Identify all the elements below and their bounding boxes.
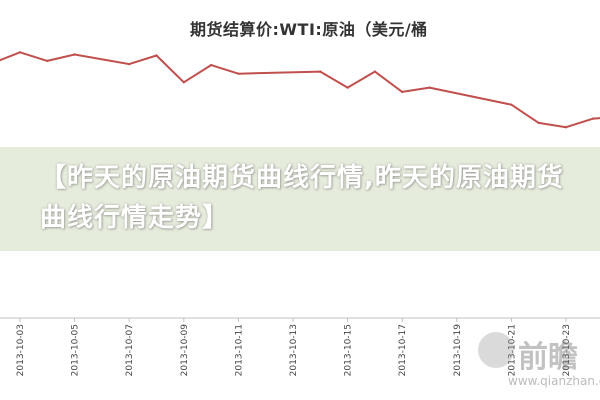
data-point bbox=[564, 126, 568, 129]
data-point bbox=[18, 51, 22, 54]
x-axis bbox=[0, 317, 600, 322]
data-point bbox=[346, 86, 349, 89]
x-tick-label: 2013-10-21 bbox=[507, 324, 517, 376]
headline-banner bbox=[0, 147, 600, 251]
x-tick-label: 2013-10-15 bbox=[344, 324, 354, 376]
price-series bbox=[0, 51, 600, 129]
headline-text[interactable]: 【昨天的原油期货曲线行情,昨天的原油期货曲线行情走势】 bbox=[40, 163, 564, 233]
data-point bbox=[209, 63, 213, 67]
data-point bbox=[237, 72, 240, 75]
x-tick-label: 2013-10-09 bbox=[180, 324, 190, 377]
data-point bbox=[155, 54, 158, 57]
data-point bbox=[537, 121, 540, 125]
data-point bbox=[510, 103, 513, 106]
x-tick-label: 2013-10-07 bbox=[125, 324, 135, 376]
x-tick-label: 2013-10-03 bbox=[16, 324, 26, 376]
data-point bbox=[401, 90, 404, 94]
x-tick-label: 2013-10-17 bbox=[398, 324, 408, 376]
data-point bbox=[46, 59, 49, 63]
x-tick-labels: 2013-10-03 2013-10-05 2013-10-07 2013-10-09… bbox=[16, 324, 572, 377]
watermark-url: www.qianzhan.com bbox=[508, 374, 600, 388]
data-point bbox=[73, 53, 76, 56]
x-tick-label: 2013-10-05 bbox=[71, 324, 81, 376]
x-tick-label: 2013-10-13 bbox=[289, 324, 299, 376]
data-point bbox=[428, 86, 431, 89]
data-point bbox=[182, 81, 185, 84]
data-point bbox=[319, 70, 322, 73]
data-point bbox=[128, 62, 131, 66]
chart-title: 期货结算价:WTI:原油（美元/桶 bbox=[190, 20, 428, 39]
x-tick-label: 2013-10-23 bbox=[562, 324, 572, 376]
watermark-name: 前瞻 bbox=[518, 340, 578, 375]
watermark: 前瞻 www.qianzhan.com bbox=[478, 330, 600, 398]
x-tick-label: 2013-10-11 bbox=[234, 324, 244, 376]
data-point bbox=[373, 70, 377, 73]
x-tick-label: 2013-10-19 bbox=[453, 324, 463, 377]
data-point bbox=[592, 117, 595, 120]
watermark-logo-icon bbox=[478, 332, 514, 368]
